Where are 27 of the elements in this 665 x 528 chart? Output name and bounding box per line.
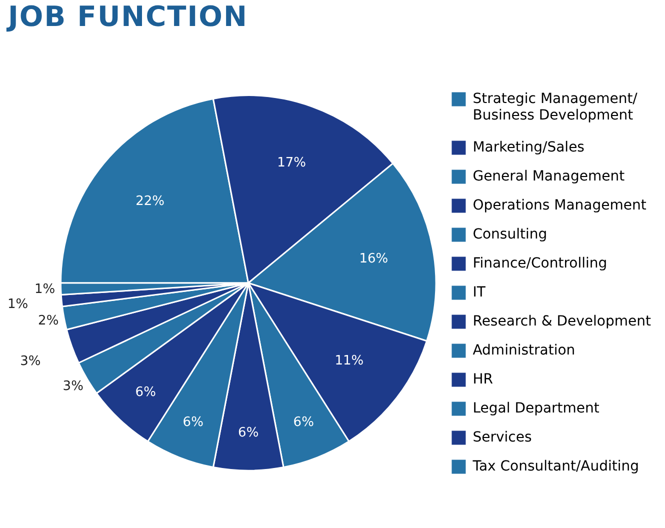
data-label: 6% (135, 384, 156, 400)
legend-label: Strategic Management/ Business Development (472, 90, 638, 124)
data-label: 17% (277, 155, 306, 170)
chart-title: JOB FUNCTION (8, 0, 248, 33)
legend-label: Operations Management (472, 197, 647, 214)
data-label: 6% (182, 414, 204, 430)
data-label: 16% (359, 251, 388, 266)
legend-label: Administration (472, 342, 576, 358)
legend-label: HR (472, 371, 494, 388)
legend-label: Research & Development (472, 313, 652, 330)
data-label: 11% (334, 354, 364, 369)
legend-label: Finance/Controlling (472, 255, 608, 272)
data-label: 3% (20, 354, 41, 369)
data-label: 2% (38, 314, 59, 329)
legend-label: Marketing/Sales (472, 139, 584, 156)
legend-label: Consulting (472, 226, 548, 242)
data-label: 1% (7, 297, 28, 312)
data-label: 6% (293, 414, 314, 430)
data-label: 3% (62, 379, 84, 394)
legend-label: General Management (472, 168, 626, 184)
legend-label: Legal Department (472, 400, 600, 416)
data-label: 22% (136, 194, 165, 210)
legend-label: Tax Consultant/Auditing (472, 458, 640, 474)
legend-label: Services (472, 429, 532, 446)
data-label: 6% (238, 425, 259, 440)
data-label: 1% (34, 282, 56, 297)
legend-label: IT (472, 284, 486, 300)
